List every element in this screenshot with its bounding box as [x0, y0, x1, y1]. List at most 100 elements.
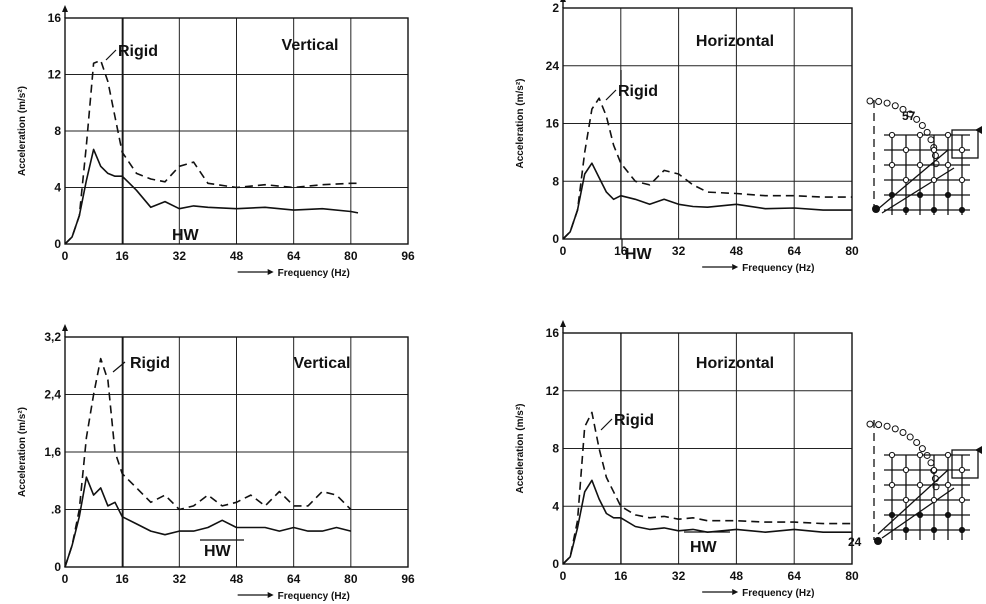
sketch-node — [906, 110, 914, 118]
sketch-node — [899, 429, 907, 437]
panel-title: Horizontal — [696, 355, 774, 372]
sketch-node — [888, 511, 896, 519]
sketch-node — [958, 176, 966, 184]
x-tick-label: 16 — [115, 572, 129, 586]
chart-2: 0 16 32 48 64 80 0 8 16 24 2 Acceleration (m/s²) Fre… — [515, 0, 982, 274]
x-axis-title: Frequency (Hz) — [742, 588, 814, 599]
x-tick-label: 0 — [62, 572, 69, 586]
structure-sketch: 24 — [848, 420, 982, 549]
x-tick-label: 0 — [560, 569, 567, 583]
y-tick-label: 4 — [552, 499, 559, 513]
x-tick-label: 96 — [401, 249, 415, 263]
y-tick-label: 16 — [48, 11, 62, 25]
sketch-node-label: 24 — [848, 535, 862, 549]
sketch-node — [888, 451, 896, 459]
y-axis-arrow-head — [62, 5, 68, 12]
sketch-box — [951, 449, 979, 479]
sketch-node — [944, 161, 952, 169]
annotation-rigid: Rigid — [614, 412, 654, 429]
sketch-node — [902, 206, 910, 214]
x-axis-arrow-head — [732, 264, 739, 270]
annotation-rigid-leader — [605, 89, 617, 101]
x-tick-label: 64 — [788, 244, 802, 258]
sketch-node — [883, 422, 891, 430]
sketch-node — [958, 206, 966, 214]
chart-3: 0 16 32 48 64 80 96 0 .8 1,6 2,4 3,2 Acceleration (m… — [17, 324, 415, 602]
sketch-node — [902, 146, 910, 154]
sketch-node — [916, 161, 924, 169]
sketch-load-arrow — [975, 126, 982, 134]
sketch-node — [866, 97, 874, 105]
sketch-node — [902, 496, 910, 504]
y-axis-arrow-head — [560, 320, 566, 327]
sketch-node — [930, 526, 938, 534]
x-tick-label: 64 — [287, 249, 301, 263]
x-tick-label: 96 — [401, 572, 415, 586]
sketch-node — [931, 152, 939, 160]
series-line-rigid — [562, 97, 852, 240]
y-tick-label: 24 — [546, 59, 560, 73]
structure-sketch: 57 — [866, 97, 982, 215]
sketch-node — [891, 102, 899, 110]
y-tick-label: 3,2 — [44, 330, 61, 344]
annotation-rigid-leader — [112, 361, 126, 373]
y-axis-title: Acceleration (m/s²) — [17, 407, 28, 497]
annotation-hw: HW — [625, 246, 653, 263]
sketch-node — [902, 526, 910, 534]
x-tick-label: 80 — [344, 572, 358, 586]
series-line-rigid — [64, 59, 358, 245]
sketch-node — [958, 146, 966, 154]
x-axis-title: Frequency (Hz) — [742, 263, 814, 274]
series-line-hw — [562, 479, 852, 565]
series-line-hw — [562, 162, 852, 240]
y-axis-arrow-head — [62, 324, 68, 331]
sketch-node — [888, 131, 896, 139]
x-tick-label: 32 — [672, 244, 686, 258]
y-tick-label: 16 — [546, 117, 560, 131]
panel-title: Horizontal — [696, 33, 774, 50]
sketch-node — [888, 191, 896, 199]
sketch-node — [927, 136, 935, 144]
sketch-node — [916, 511, 924, 519]
y-tick-label: 2,4 — [44, 388, 61, 402]
x-tick-label: 48 — [730, 569, 744, 583]
sketch-node — [916, 451, 924, 459]
sketch-node — [944, 451, 952, 459]
sketch-node — [902, 176, 910, 184]
plot-frame — [562, 7, 853, 240]
sketch-brace — [877, 149, 949, 210]
sketch-brace — [881, 167, 955, 214]
sketch-node — [875, 421, 883, 429]
sketch-box — [951, 129, 979, 159]
y-tick-label: 8 — [552, 174, 559, 188]
sketch-node — [930, 496, 938, 504]
x-tick-label: 48 — [230, 249, 244, 263]
sketch-node — [883, 99, 891, 107]
x-axis-arrow-head — [732, 589, 739, 595]
sketch-node — [916, 191, 924, 199]
sketch-node — [944, 481, 952, 489]
sketch-node — [875, 98, 883, 106]
x-axis-arrow-head — [267, 592, 274, 598]
sketch-node — [888, 161, 896, 169]
x-tick-label: 0 — [62, 249, 69, 263]
y-axis-title: Acceleration (m/s²) — [515, 78, 526, 168]
series-line-rigid — [64, 357, 352, 568]
sketch-node — [913, 438, 921, 446]
x-tick-label: 32 — [672, 569, 686, 583]
series-line-rigid — [562, 411, 852, 565]
sketch-node — [916, 481, 924, 489]
panel-title: Vertical — [294, 355, 351, 372]
series-line-hw — [64, 476, 351, 568]
x-tick-label: 48 — [230, 572, 244, 586]
x-tick-label: 80 — [845, 244, 859, 258]
sketch-node — [888, 481, 896, 489]
x-tick-label: 16 — [115, 249, 129, 263]
annotation-rigid: Rigid — [130, 355, 170, 372]
sketch-brace — [877, 469, 949, 535]
y-axis-title: Acceleration (m/s²) — [17, 86, 28, 176]
y-tick-label: 0 — [54, 237, 61, 251]
y-axis-arrow-head — [560, 0, 566, 2]
